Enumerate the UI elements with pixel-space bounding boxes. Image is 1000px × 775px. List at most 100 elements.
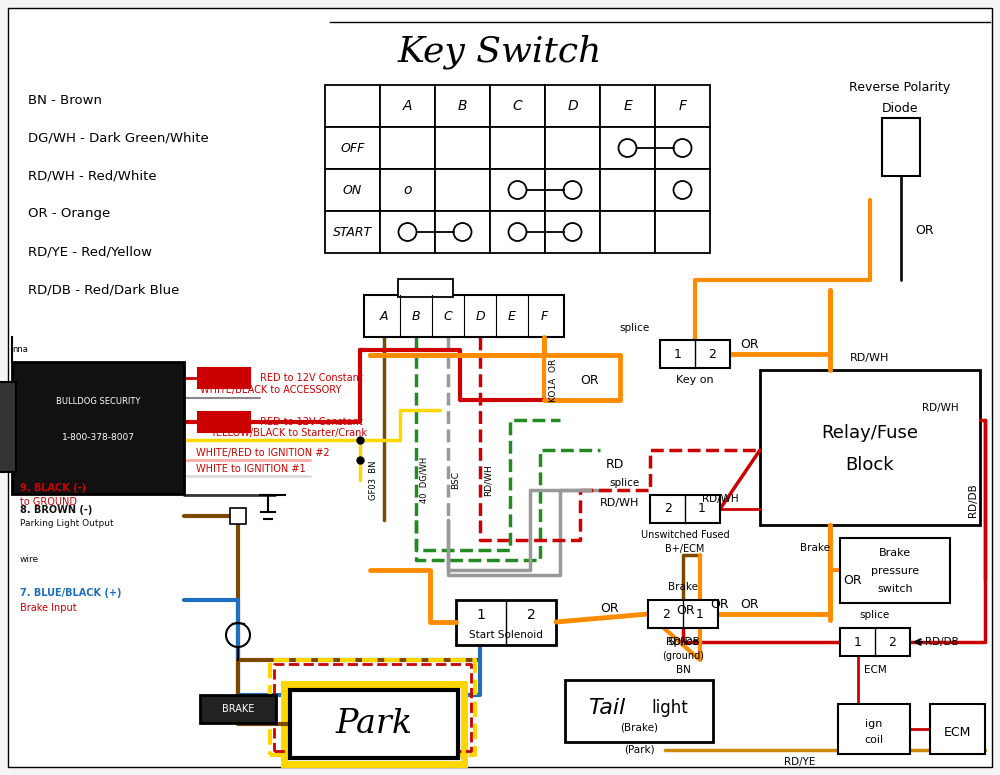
Text: B: B	[412, 309, 420, 322]
Bar	[545, 85, 600, 127]
Text: BN: BN	[676, 665, 690, 675]
Bar	[200, 695, 276, 723]
Bar	[600, 169, 655, 211]
Text: BRAKE: BRAKE	[222, 704, 254, 714]
Text: DG/WH - Dark Green/White: DG/WH - Dark Green/White	[28, 132, 209, 144]
Text: C: C	[444, 309, 452, 322]
Text: coil: coil	[864, 735, 884, 745]
Bar	[435, 169, 490, 211]
Bar	[198, 368, 250, 388]
Bar	[380, 127, 435, 169]
Text: RD/DB: RD/DB	[968, 483, 978, 517]
Bar	[655, 85, 710, 127]
Bar	[380, 169, 435, 211]
Text: RED to 12V Constant: RED to 12V Constant	[260, 417, 363, 427]
Text: WHITE/BLACK to ACCESSORY: WHITE/BLACK to ACCESSORY	[200, 385, 341, 395]
Text: RD/WH: RD/WH	[702, 494, 738, 504]
Text: 1: 1	[698, 502, 706, 515]
Bar	[325, 85, 380, 127]
Text: BULLDOG SECURITY: BULLDOG SECURITY	[56, 398, 140, 407]
Text: C: C	[513, 99, 522, 113]
Text: light: light	[652, 699, 688, 717]
Text: o: o	[403, 183, 412, 197]
Bar	[600, 85, 655, 127]
Text: Block: Block	[846, 456, 894, 474]
Bar	[648, 600, 718, 628]
Text: A: A	[403, 99, 412, 113]
Text: RD/DB: RD/DB	[925, 637, 959, 647]
Text: OFF: OFF	[340, 142, 365, 154]
Bar	[600, 127, 655, 169]
Text: Reverse Polarity: Reverse Polarity	[849, 81, 951, 95]
Text: 9. BLACK (-): 9. BLACK (-)	[20, 483, 86, 493]
Text: Splice: Splice	[667, 637, 699, 647]
Bar	[760, 370, 980, 525]
Text: GF03  BN: GF03 BN	[370, 460, 378, 500]
Bar	[600, 211, 655, 253]
Bar	[655, 169, 710, 211]
Text: 7. BLUE/BLACK (+): 7. BLUE/BLACK (+)	[20, 588, 122, 598]
Text: RD: RD	[606, 459, 624, 471]
Bar	[380, 211, 435, 253]
Text: RD/WH: RD/WH	[484, 464, 492, 496]
Text: Relay/Fuse: Relay/Fuse	[822, 423, 918, 442]
Text: Parking Light Output: Parking Light Output	[20, 519, 114, 529]
Text: switch: switch	[877, 584, 913, 594]
Bar	[930, 704, 985, 754]
Text: 8. BROWN (-): 8. BROWN (-)	[20, 505, 92, 515]
Text: E: E	[508, 309, 516, 322]
Text: ECM: ECM	[864, 665, 886, 675]
Text: BN - Brown: BN - Brown	[28, 94, 102, 106]
Text: (ground): (ground)	[662, 651, 704, 661]
Text: OR: OR	[741, 337, 759, 350]
Text: 1: 1	[674, 347, 682, 360]
Text: WHITE to IGNITION #1: WHITE to IGNITION #1	[196, 464, 306, 474]
Text: START: START	[333, 226, 372, 239]
Bar	[284, 684, 464, 764]
Bar	[12, 362, 184, 494]
Bar	[490, 127, 545, 169]
Text: 1: 1	[477, 608, 485, 622]
Text: splice: splice	[620, 323, 650, 333]
Bar	[198, 412, 250, 432]
Text: Tail: Tail	[588, 698, 626, 718]
Text: Key on: Key on	[676, 375, 714, 385]
Text: WHITE/RED to IGNITION #2: WHITE/RED to IGNITION #2	[196, 448, 330, 458]
Text: (Park): (Park)	[624, 745, 654, 755]
Bar	[838, 704, 910, 754]
Bar	[490, 85, 545, 127]
Text: Brake Input: Brake Input	[20, 603, 77, 613]
Text: RD/WH: RD/WH	[922, 403, 958, 413]
Bar	[650, 495, 720, 523]
Text: 2: 2	[527, 608, 535, 622]
Text: E: E	[623, 99, 632, 113]
Text: OR: OR	[601, 601, 619, 615]
Bar	[565, 680, 713, 742]
Text: RED to 12V Constant: RED to 12V Constant	[260, 373, 363, 383]
Bar	[545, 127, 600, 169]
Text: Park: Park	[335, 708, 413, 740]
Text: to GROUND: to GROUND	[20, 497, 77, 507]
Bar	[435, 211, 490, 253]
Bar	[456, 600, 556, 645]
Text: YELLOW/BLACK to Starter/Crank: YELLOW/BLACK to Starter/Crank	[210, 428, 367, 438]
Text: OR: OR	[581, 374, 599, 387]
Text: splice: splice	[610, 478, 640, 488]
Bar	[490, 211, 545, 253]
Bar	[655, 127, 710, 169]
Bar	[655, 211, 710, 253]
Bar	[230, 508, 246, 524]
Text: B+/ECM: B+/ECM	[665, 544, 705, 554]
Text: 1: 1	[696, 608, 704, 621]
Text: B: B	[458, 99, 467, 113]
Text: OR - Orange: OR - Orange	[28, 208, 110, 221]
Bar	[660, 340, 730, 368]
Text: ign: ign	[865, 719, 883, 729]
Bar	[545, 211, 600, 253]
Text: Brake: Brake	[800, 543, 830, 553]
Text: 2: 2	[888, 636, 896, 649]
Text: OR: OR	[676, 604, 695, 616]
Text: Unswitched Fused: Unswitched Fused	[641, 530, 729, 540]
Text: OR: OR	[915, 223, 934, 236]
Bar	[325, 127, 380, 169]
